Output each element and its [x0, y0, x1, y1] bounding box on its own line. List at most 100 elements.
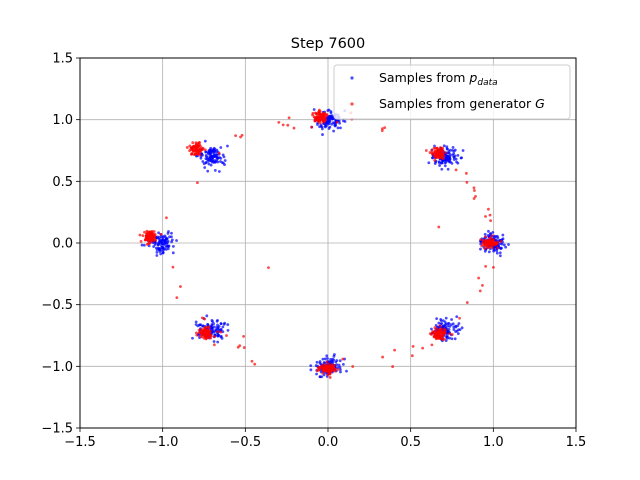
- generator-sample-point: [195, 151, 199, 155]
- data-sample-point: [451, 322, 455, 326]
- generator-sample-point: [484, 264, 488, 268]
- data-sample-point: [499, 242, 502, 245]
- generator-sample-point: [484, 244, 488, 248]
- generator-sample-point: [312, 115, 316, 119]
- data-sample-point: [345, 369, 348, 373]
- data-sample-point: [198, 323, 201, 327]
- generator-sample-point: [438, 324, 442, 328]
- legend-label-data-sub: data: [477, 78, 497, 88]
- generator-sample-point: [209, 334, 213, 337]
- generator-sample-point: [321, 372, 325, 375]
- y-tick-label: −1.0: [41, 360, 73, 375]
- generator-sample-point: [333, 367, 337, 371]
- data-sample-point: [338, 365, 342, 369]
- generator-sample-point: [424, 149, 428, 152]
- generator-sample-point: [321, 118, 325, 122]
- data-sample-point: [199, 156, 203, 160]
- generator-sample-point: [438, 149, 442, 153]
- generator-sample-point: [253, 362, 257, 366]
- data-sample-point: [165, 237, 169, 241]
- x-tick-label: 0.5: [400, 435, 421, 450]
- generator-sample-point: [381, 355, 385, 359]
- legend-marker-data: [350, 76, 354, 80]
- data-sample-point: [226, 323, 230, 326]
- data-sample-point: [342, 119, 345, 123]
- generator-sample-point: [434, 331, 438, 335]
- data-sample-point: [155, 254, 159, 257]
- data-sample-point: [338, 121, 341, 125]
- data-sample-point: [439, 318, 443, 321]
- data-sample-point: [442, 144, 446, 148]
- generator-sample-point: [430, 343, 434, 347]
- data-sample-point: [336, 126, 340, 130]
- axis-ticks: −1.5 −1.0 −0.5 0.0 0.5 1.0 1.5 −1.5 −1.0 −0.5 0.0 0…: [41, 52, 586, 451]
- generator-sample-point: [152, 230, 156, 233]
- legend-label-data-math: p: [468, 70, 477, 85]
- generator-sample-point: [488, 213, 492, 217]
- data-sample-point: [212, 150, 215, 154]
- data-sample-point: [159, 248, 163, 252]
- data-sample-point: [446, 167, 450, 171]
- generator-sample-point: [197, 148, 201, 152]
- generator-sample-point: [194, 331, 198, 335]
- data-sample-point: [459, 156, 463, 160]
- data-sample-point: [147, 244, 151, 248]
- chart-title: Step 7600: [291, 36, 366, 52]
- generator-sample-point: [434, 335, 438, 339]
- data-sample-point: [170, 238, 174, 242]
- data-sample-point: [201, 324, 205, 328]
- generator-sample-point: [145, 229, 149, 233]
- data-sample-point: [460, 326, 464, 330]
- data-sample-point: [210, 160, 214, 164]
- data-sample-point: [332, 354, 336, 358]
- data-sample-point: [220, 161, 224, 164]
- data-sample-point: [221, 325, 225, 329]
- data-sample-point: [309, 364, 313, 368]
- generator-sample-point: [250, 359, 254, 363]
- data-sample-point: [495, 251, 499, 255]
- generator-sample-point: [150, 232, 153, 236]
- data-sample-point: [226, 329, 230, 332]
- data-sample-point: [495, 234, 499, 238]
- data-sample-point: [209, 163, 213, 167]
- data-sample-point: [323, 357, 327, 361]
- generator-sample-point: [188, 144, 192, 148]
- generator-sample-point: [317, 110, 321, 113]
- data-sample-point: [318, 361, 322, 365]
- x-tick-label: −0.5: [230, 435, 262, 450]
- data-sample-point: [171, 251, 175, 255]
- data-sample-point: [161, 238, 165, 242]
- data-sample-point: [447, 155, 451, 158]
- x-tick-label: −1.5: [64, 435, 96, 450]
- generator-sample-point: [325, 360, 329, 364]
- data-sample-point: [219, 322, 223, 326]
- y-tick-label: 0.0: [52, 237, 73, 252]
- legend-label-generator-main: Samples from generator: [379, 96, 535, 111]
- generator-sample-point: [444, 331, 447, 335]
- data-sample-point: [333, 124, 337, 128]
- data-sample-point: [479, 247, 482, 251]
- data-sample-point: [445, 147, 449, 151]
- data-sample-point: [208, 157, 212, 161]
- generator-sample-point: [219, 330, 223, 334]
- generator-sample-point: [196, 181, 199, 185]
- data-sample-point: [219, 335, 223, 339]
- data-sample-point: [157, 231, 161, 235]
- generator-sample-point: [380, 129, 384, 133]
- generator-sample-point: [192, 144, 196, 148]
- y-tick-label: 0.5: [52, 175, 73, 190]
- generator-sample-point: [185, 146, 189, 149]
- data-sample-point: [312, 108, 316, 111]
- generator-sample-point: [328, 376, 332, 379]
- generator-sample-point: [267, 266, 270, 270]
- generator-sample-point: [440, 156, 444, 159]
- data-sample-point: [430, 327, 433, 331]
- generator-sample-point: [203, 330, 206, 333]
- data-sample-point: [210, 154, 214, 158]
- generator-sample-point: [391, 365, 395, 368]
- data-sample-point: [203, 139, 207, 143]
- data-sample-point: [219, 146, 223, 149]
- data-sample-point: [327, 127, 331, 130]
- data-sample-point: [450, 162, 454, 165]
